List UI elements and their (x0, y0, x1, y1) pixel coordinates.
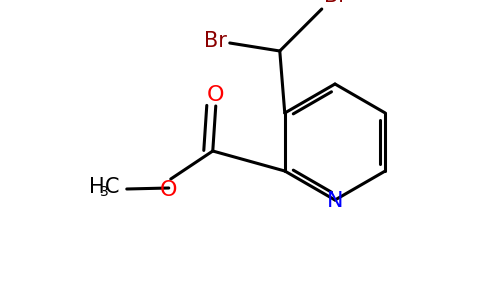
Text: 3: 3 (100, 185, 109, 199)
Text: Br: Br (324, 0, 347, 6)
Text: H: H (89, 177, 105, 197)
Text: O: O (160, 180, 178, 200)
Text: Br: Br (204, 31, 227, 51)
Text: O: O (207, 85, 225, 105)
Text: C: C (105, 177, 119, 197)
Text: N: N (327, 191, 343, 211)
